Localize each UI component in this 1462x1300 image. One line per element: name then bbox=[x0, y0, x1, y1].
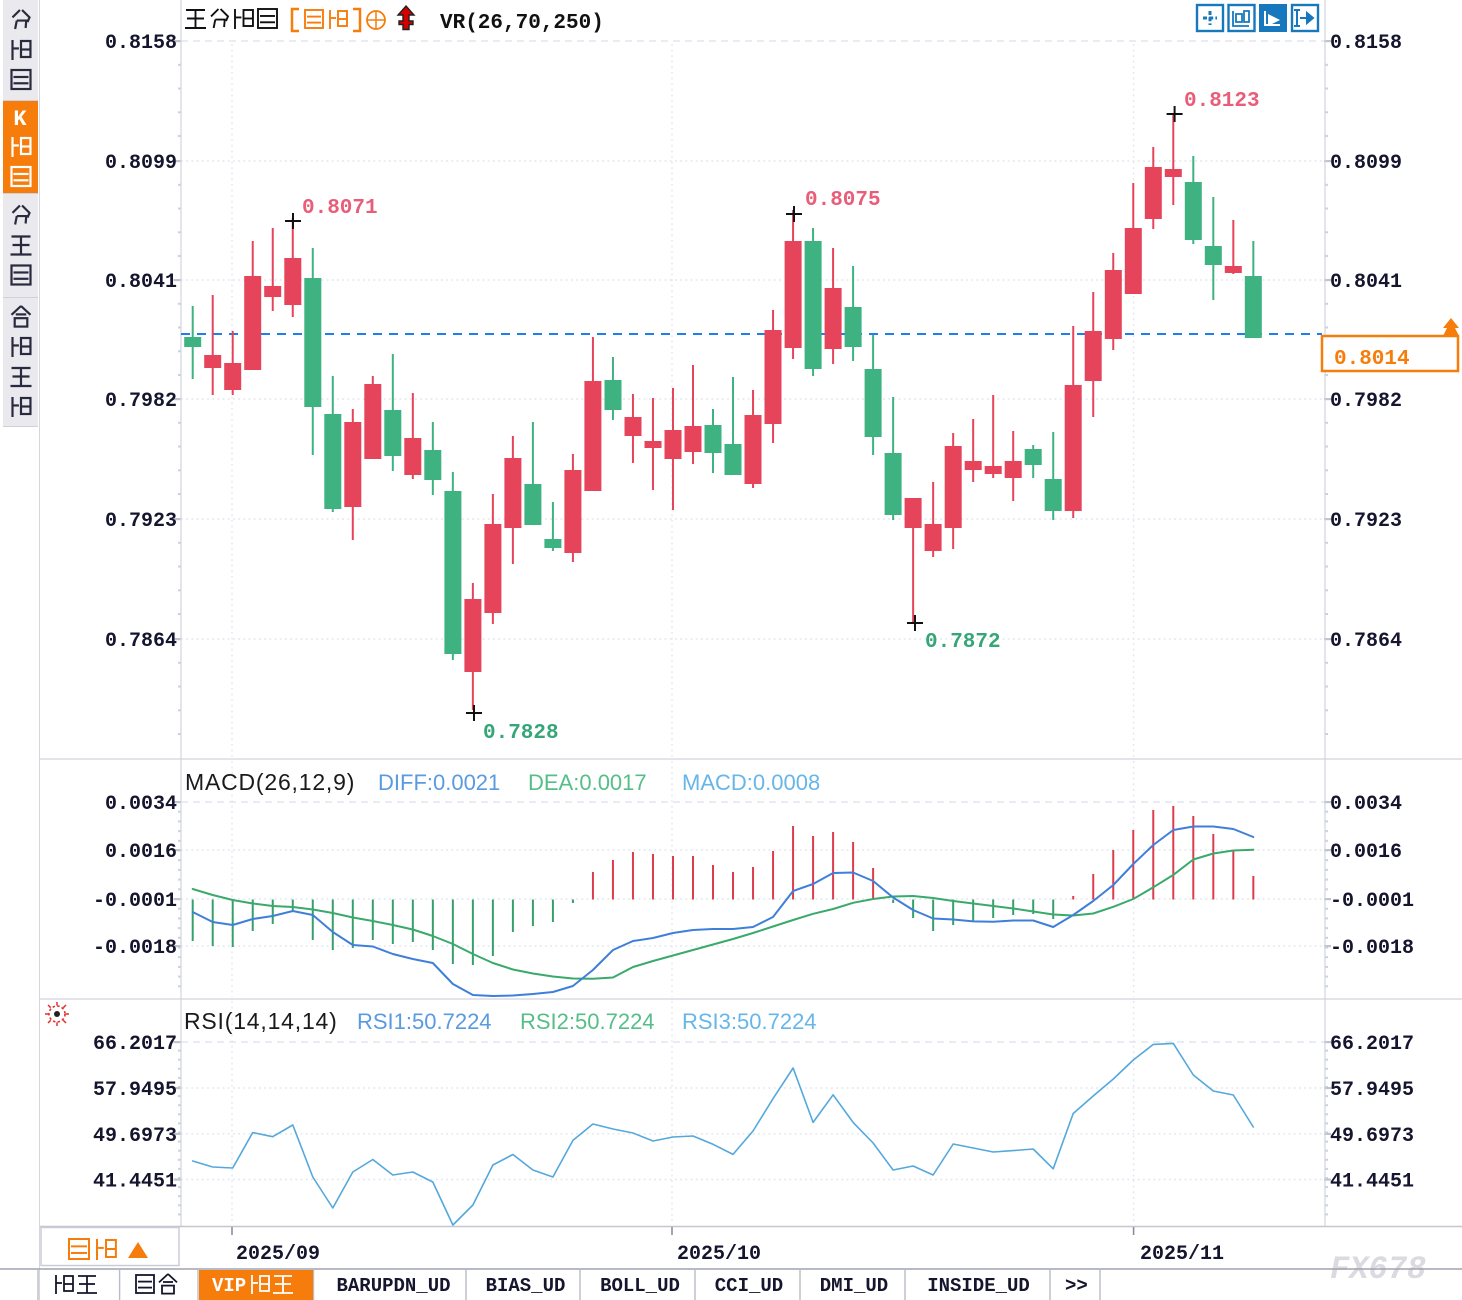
svg-text:2025/10: 2025/10 bbox=[677, 1243, 761, 1266]
svg-text:-0.0018: -0.0018 bbox=[93, 937, 177, 960]
svg-text:RSI(14,14,14): RSI(14,14,14) bbox=[184, 1008, 338, 1034]
svg-text:0.7923: 0.7923 bbox=[1330, 510, 1402, 533]
svg-text:0.7828: 0.7828 bbox=[483, 722, 559, 745]
svg-text:0.8158: 0.8158 bbox=[105, 32, 177, 55]
svg-text:0.8071: 0.8071 bbox=[302, 197, 378, 220]
svg-text:0.7864: 0.7864 bbox=[105, 630, 177, 653]
svg-text:0.8041: 0.8041 bbox=[105, 271, 177, 294]
svg-text:0.8014: 0.8014 bbox=[1334, 348, 1410, 371]
svg-text:66.2017: 66.2017 bbox=[93, 1033, 177, 1056]
svg-text:0.7864: 0.7864 bbox=[1330, 630, 1402, 653]
svg-text:-0.0001: -0.0001 bbox=[93, 890, 177, 913]
svg-text:-0.0001: -0.0001 bbox=[1330, 890, 1414, 913]
svg-text:0.7923: 0.7923 bbox=[105, 510, 177, 533]
svg-text:2025/11: 2025/11 bbox=[1140, 1243, 1224, 1266]
svg-text:RSI1:50.7224: RSI1:50.7224 bbox=[357, 1009, 492, 1034]
svg-text:0.8123: 0.8123 bbox=[1184, 90, 1260, 113]
svg-text:0.7982: 0.7982 bbox=[105, 390, 177, 413]
svg-text:0.8099: 0.8099 bbox=[1330, 152, 1402, 175]
svg-text:0.0034: 0.0034 bbox=[105, 793, 177, 816]
svg-text:0.8099: 0.8099 bbox=[105, 152, 177, 175]
svg-text:INSIDE_UD: INSIDE_UD bbox=[927, 1275, 1030, 1297]
svg-text:0.7872: 0.7872 bbox=[925, 631, 1001, 654]
svg-text:DMI_UD: DMI_UD bbox=[820, 1275, 888, 1297]
svg-text:49.6973: 49.6973 bbox=[1330, 1125, 1414, 1148]
svg-text:K: K bbox=[13, 107, 27, 132]
svg-text:0.8075: 0.8075 bbox=[805, 189, 881, 212]
svg-text:0.7982: 0.7982 bbox=[1330, 390, 1402, 413]
svg-text:41.4451: 41.4451 bbox=[1330, 1171, 1414, 1194]
svg-text:0.0034: 0.0034 bbox=[1330, 793, 1402, 816]
svg-text:0.0016: 0.0016 bbox=[105, 841, 177, 864]
svg-text:57.9495: 57.9495 bbox=[1330, 1079, 1414, 1102]
svg-text:57.9495: 57.9495 bbox=[93, 1079, 177, 1102]
svg-text:41.4451: 41.4451 bbox=[93, 1171, 177, 1194]
svg-text:MACD:0.0008: MACD:0.0008 bbox=[682, 770, 820, 795]
svg-text:DEA:0.0017: DEA:0.0017 bbox=[528, 770, 647, 795]
svg-text:-0.0018: -0.0018 bbox=[1330, 937, 1414, 960]
svg-text:66.2017: 66.2017 bbox=[1330, 1033, 1414, 1056]
svg-text:RSI2:50.7224: RSI2:50.7224 bbox=[520, 1009, 655, 1034]
svg-text:BIAS_UD: BIAS_UD bbox=[486, 1275, 566, 1297]
svg-text:CCI_UD: CCI_UD bbox=[715, 1275, 783, 1297]
svg-text:BOLL_UD: BOLL_UD bbox=[600, 1275, 680, 1297]
svg-text:VIP: VIP bbox=[212, 1275, 246, 1297]
svg-text:BARUPDN_UD: BARUPDN_UD bbox=[336, 1275, 450, 1297]
svg-text:0.8158: 0.8158 bbox=[1330, 32, 1402, 55]
svg-text:0.0016: 0.0016 bbox=[1330, 841, 1402, 864]
svg-text:VR(26,70,250): VR(26,70,250) bbox=[440, 12, 604, 35]
svg-text:MACD(26,12,9): MACD(26,12,9) bbox=[185, 769, 355, 795]
svg-text:0.8041: 0.8041 bbox=[1330, 271, 1402, 294]
svg-text:DIFF:0.0021: DIFF:0.0021 bbox=[378, 770, 500, 795]
svg-text:49.6973: 49.6973 bbox=[93, 1125, 177, 1148]
svg-text:RSI3:50.7224: RSI3:50.7224 bbox=[682, 1009, 817, 1034]
svg-text:>>: >> bbox=[1065, 1275, 1088, 1297]
svg-text:2025/09: 2025/09 bbox=[236, 1243, 320, 1266]
